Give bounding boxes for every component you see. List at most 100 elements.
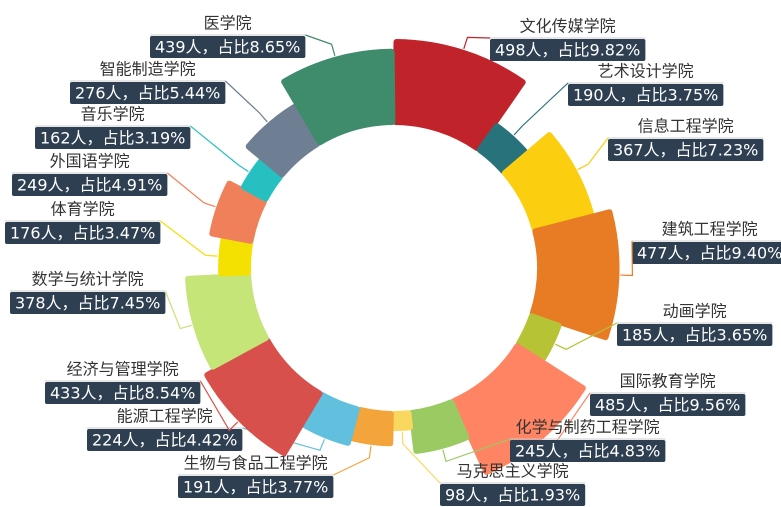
slice-label: 433人，占比8.54% 经济与管理学院 bbox=[45, 360, 239, 432]
rose-sector bbox=[349, 406, 394, 447]
leader-line bbox=[442, 438, 511, 463]
leader-line bbox=[577, 137, 609, 171]
category-label: 马克思主义学院 bbox=[457, 462, 569, 481]
leader-line bbox=[224, 80, 268, 123]
slice-label: 224人，占比4.42% 能源工程学院 bbox=[87, 407, 326, 452]
value-label: 498人，占比9.82% bbox=[495, 41, 640, 60]
label-box bbox=[178, 476, 334, 498]
value-label: 191人，占比3.77% bbox=[183, 478, 328, 497]
slice-label: 477人，占比9.40% 建筑工程学院 bbox=[620, 220, 781, 277]
label-box bbox=[608, 139, 764, 161]
rose-sector bbox=[529, 209, 620, 341]
leader-line bbox=[620, 240, 634, 277]
slice-label: 190人，占比3.75% 艺术设计学院 bbox=[513, 62, 724, 136]
value-label: 176人，占比3.47% bbox=[10, 224, 155, 243]
category-label: 医学院 bbox=[204, 14, 252, 33]
slice-label: 276人，占比5.44% 智能制造学院 bbox=[70, 60, 268, 123]
rose-sector bbox=[204, 337, 323, 457]
label-box bbox=[568, 84, 724, 106]
label-box bbox=[440, 484, 586, 506]
leader-line bbox=[199, 380, 239, 432]
value-label: 245人，占比4.83% bbox=[515, 442, 660, 461]
category-label: 动画学院 bbox=[663, 302, 727, 321]
category-label: 音乐学院 bbox=[81, 105, 145, 124]
leader-line bbox=[555, 322, 618, 350]
label-box bbox=[617, 324, 773, 346]
label-box bbox=[5, 222, 161, 244]
category-label: 生物与食品工程学院 bbox=[184, 454, 328, 473]
leader-line bbox=[513, 82, 569, 136]
label-box bbox=[10, 292, 166, 314]
slice-label: 98人，占比1.93% 马克思主义学院 bbox=[401, 431, 586, 506]
label-box bbox=[87, 429, 243, 451]
label-box bbox=[35, 127, 191, 149]
value-label: 485人，占比9.56% bbox=[595, 396, 740, 415]
leader-line bbox=[160, 220, 218, 257]
value-label: 378人，占比7.45% bbox=[15, 294, 160, 313]
rose-sector bbox=[302, 392, 360, 446]
label-box bbox=[632, 242, 781, 264]
category-label: 外国语学院 bbox=[50, 152, 130, 171]
slice-label: 378人，占比7.45% 数学与统计学院 bbox=[10, 270, 192, 330]
slice-label: 185人，占比3.65% 动画学院 bbox=[555, 302, 773, 350]
leader-line bbox=[189, 125, 249, 173]
category-label: 艺术设计学院 bbox=[598, 62, 694, 81]
value-label: 249人，占比4.91% bbox=[17, 176, 162, 195]
category-label: 体育学院 bbox=[51, 200, 115, 219]
leader-line bbox=[401, 431, 441, 484]
slice-label: 245人，占比4.83% 化学与制药工程学院 bbox=[442, 418, 666, 463]
leader-line bbox=[463, 36, 491, 50]
slice-label: 367人，占比7.23% 信息工程学院 bbox=[577, 117, 764, 171]
value-label: 98人，占比1.93% bbox=[445, 486, 580, 505]
slice-label: 191人，占比3.77% 生物与食品工程学院 bbox=[178, 445, 372, 498]
label-box bbox=[490, 39, 646, 61]
rose-sector bbox=[209, 180, 268, 244]
value-label: 162人，占比3.19% bbox=[40, 129, 185, 148]
rose-sector bbox=[451, 343, 586, 475]
rose-sector bbox=[408, 399, 470, 454]
value-label: 276人，占比5.44% bbox=[75, 84, 220, 103]
slice-label: 498人，占比9.82% 文化传媒学院 bbox=[463, 17, 646, 61]
label-box bbox=[45, 382, 201, 404]
rose-sector bbox=[240, 158, 283, 202]
rose-sector bbox=[392, 39, 526, 151]
label-box bbox=[510, 440, 666, 462]
rose-sector bbox=[515, 313, 562, 362]
leader-line bbox=[333, 445, 372, 476]
rose-sector bbox=[281, 48, 396, 146]
category-label: 能源工程学院 bbox=[117, 407, 213, 426]
rose-sector bbox=[391, 410, 413, 431]
label-box bbox=[70, 82, 226, 104]
label-box bbox=[590, 394, 746, 416]
category-label: 数学与统计学院 bbox=[32, 270, 144, 289]
slice-label: 249人，占比4.91% 外国语学院 bbox=[12, 152, 216, 208]
slice-label: 162人，占比3.19% 音乐学院 bbox=[35, 105, 249, 173]
value-label: 439人，占比8.65% bbox=[155, 38, 300, 57]
slice-label: 485人，占比9.56% 国际教育学院 bbox=[542, 372, 746, 451]
rose-sector bbox=[185, 272, 269, 370]
value-label: 224人，占比4.42% bbox=[92, 431, 237, 450]
slice-label: 439人，占比8.65% 医学院 bbox=[150, 14, 336, 58]
category-label: 经济与管理学院 bbox=[67, 360, 179, 379]
leader-line bbox=[305, 34, 336, 56]
rose-sector bbox=[476, 123, 528, 174]
label-box bbox=[12, 174, 168, 196]
slice-label: 176人，占比3.47% 体育学院 bbox=[5, 200, 218, 257]
value-label: 190人，占比3.75% bbox=[573, 86, 718, 105]
leader-line bbox=[164, 290, 192, 330]
value-label: 367人，占比7.23% bbox=[613, 141, 758, 160]
category-label: 文化传媒学院 bbox=[520, 17, 616, 36]
category-label: 国际教育学院 bbox=[620, 372, 716, 391]
rose-sector bbox=[218, 236, 253, 277]
category-label: 智能制造学院 bbox=[100, 60, 196, 79]
rose-sector bbox=[245, 104, 321, 178]
rose-sector bbox=[501, 132, 594, 232]
value-label: 477人，占比9.40% bbox=[637, 244, 781, 263]
value-label: 185人，占比3.65% bbox=[622, 326, 767, 345]
category-label: 信息工程学院 bbox=[638, 117, 734, 136]
category-label: 化学与制药工程学院 bbox=[516, 418, 660, 437]
value-label: 433人，占比8.54% bbox=[50, 384, 195, 403]
category-label: 建筑工程学院 bbox=[662, 220, 758, 239]
leader-line bbox=[166, 172, 216, 208]
